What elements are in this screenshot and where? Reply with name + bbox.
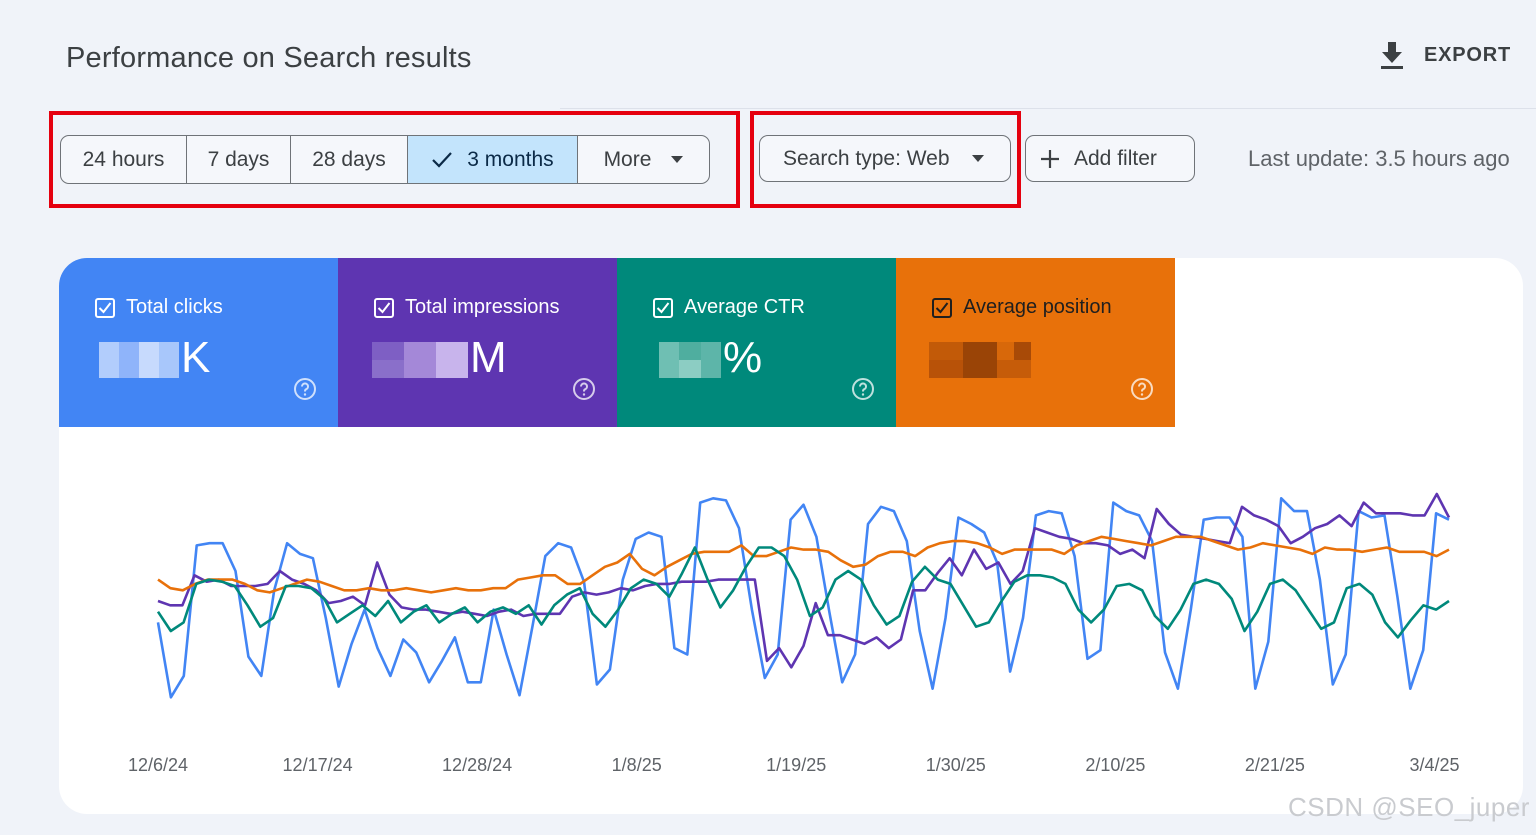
export-label: EXPORT: [1424, 43, 1512, 66]
page-title: Performance on Search results: [66, 42, 472, 74]
pixelated-value: [929, 342, 1031, 378]
date-range-3-months[interactable]: 3 months: [408, 136, 578, 183]
checkbox-checked-icon[interactable]: [374, 297, 394, 318]
metric-tile-total-impressions[interactable]: Total impressions M: [338, 258, 617, 427]
dropdown-arrow-icon: [971, 154, 984, 163]
checkmark-icon: [431, 151, 453, 169]
x-tick-label: 1/19/25: [766, 755, 826, 775]
date-range-28-days[interactable]: 28 days: [291, 136, 408, 183]
last-update-text: Last update: 3.5 hours ago: [1248, 146, 1510, 171]
series-line-total-impressions[interactable]: [157, 492, 1451, 669]
annotation-box-search-type: [750, 111, 1021, 208]
x-tick-label: 1/8/25: [612, 755, 662, 775]
x-tick-label: 3/4/25: [1409, 755, 1459, 775]
add-filter-button[interactable]: Add filter: [1025, 135, 1195, 182]
metric-value-redacted: M: [372, 333, 507, 382]
dropdown-arrow-icon: [671, 155, 684, 164]
search-type-dropdown[interactable]: Search type: Web: [759, 135, 1011, 182]
export-button[interactable]: EXPORT: [1378, 40, 1511, 70]
pixelated-value: [659, 342, 721, 378]
series-line-average-position[interactable]: [157, 535, 1450, 594]
download-icon: [1381, 42, 1403, 69]
metric-label: Total clicks: [126, 296, 223, 318]
metric-label: Total impressions: [405, 296, 560, 318]
help-icon[interactable]: [1130, 377, 1154, 406]
search-type-label: Search type: Web: [783, 146, 950, 170]
metric-tile-average-ctr[interactable]: Average CTR %: [617, 258, 896, 427]
seg-label: More: [603, 147, 652, 171]
x-tick-label: 1/30/25: [926, 755, 986, 775]
metric-tile-average-position[interactable]: Average position: [896, 258, 1175, 427]
performance-card: Total clicks K Total impressions: [59, 258, 1523, 814]
metric-suffix: %: [723, 333, 763, 382]
metric-suffix: M: [470, 333, 507, 382]
metric-label: Average position: [963, 296, 1112, 318]
series-line-total-clicks[interactable]: [156, 497, 1450, 699]
checkbox-checked-icon[interactable]: [95, 297, 115, 318]
pixelated-value: [99, 342, 179, 378]
metric-value-redacted: [929, 338, 1031, 378]
x-tick-label: 12/17/24: [283, 755, 353, 775]
add-filter-label: Add filter: [1074, 146, 1157, 170]
x-tick-label: 2/10/25: [1085, 755, 1145, 775]
metric-value-redacted: %: [659, 333, 763, 382]
date-range-more-dropdown[interactable]: More: [578, 136, 709, 183]
checkbox-checked-icon[interactable]: [653, 297, 673, 318]
help-icon[interactable]: [293, 377, 317, 406]
metric-suffix: K: [181, 333, 211, 382]
seg-label: 7 days: [207, 147, 270, 171]
date-range-7-days[interactable]: 7 days: [187, 136, 291, 183]
metric-label: Average CTR: [684, 296, 805, 318]
seg-label: 3 months: [467, 147, 554, 171]
x-tick-label: 12/6/24: [128, 755, 188, 775]
metric-tile-total-clicks[interactable]: Total clicks K: [59, 258, 338, 427]
series-line-average-ctr[interactable]: [156, 546, 1450, 639]
performance-line-chart[interactable]: 12/6/24 12/17/24 12/28/24 1/8/25 1/19/25 1/30…: [59, 258, 1523, 814]
help-icon[interactable]: [851, 377, 875, 406]
annotation-box-date-range: [49, 111, 740, 208]
seg-label: 28 days: [312, 147, 386, 171]
pixelated-value: [372, 342, 468, 378]
x-tick-label: 12/28/24: [442, 755, 512, 775]
help-icon[interactable]: [572, 377, 596, 406]
header-divider: [560, 108, 1536, 109]
x-tick-label: 2/21/25: [1245, 755, 1305, 775]
plus-icon: [1040, 149, 1060, 169]
date-range-24-hours[interactable]: 24 hours: [61, 136, 187, 183]
checkbox-checked-icon[interactable]: [932, 297, 952, 318]
watermark: CSDN @SEO_juper: [1288, 792, 1530, 822]
seg-label: 24 hours: [82, 147, 165, 171]
date-range-selector: 24 hours 7 days 28 days 3 months More: [60, 135, 710, 184]
metric-value-redacted: K: [99, 333, 211, 382]
